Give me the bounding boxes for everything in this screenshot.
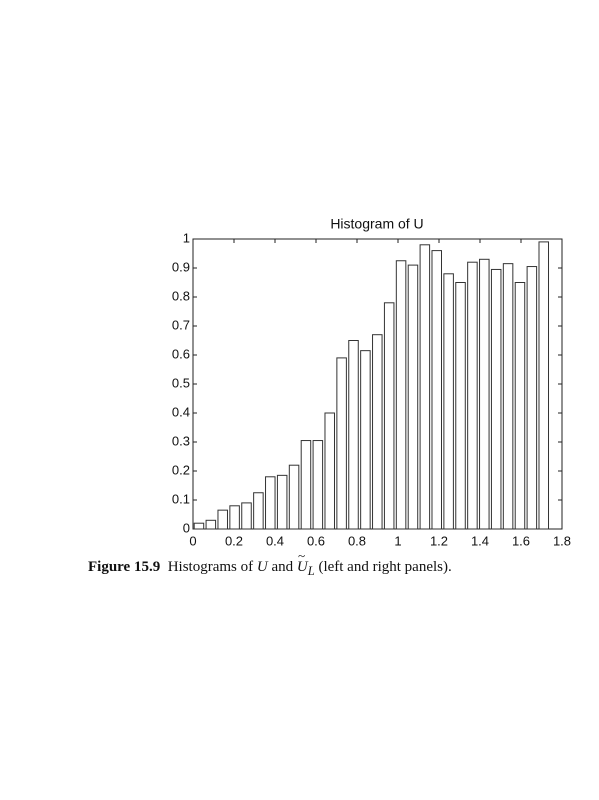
caption-symbol: U <box>297 548 308 576</box>
bar <box>276 474 288 530</box>
x-tick-label: 0.8 <box>348 533 366 548</box>
x-tick-label: 1.8 <box>553 533 571 548</box>
x-tick-label: 1.2 <box>430 533 448 548</box>
bar <box>229 505 240 530</box>
bar <box>300 440 312 530</box>
y-tick-label: 0.6 <box>172 346 190 361</box>
bar <box>324 412 335 530</box>
bar <box>502 263 514 530</box>
bar <box>253 492 264 530</box>
x-tick-label: 0.6 <box>307 533 325 548</box>
y-tick-label: 0.3 <box>172 433 190 448</box>
caption-symbol: U <box>256 559 268 575</box>
y-tick-label: 1 <box>183 230 190 245</box>
y-tick-label: 0.2 <box>172 462 190 477</box>
bar <box>526 266 538 530</box>
caption-text: and <box>271 559 294 575</box>
bar <box>193 522 205 530</box>
caption-text: Histograms of <box>167 559 254 575</box>
bar <box>383 302 395 530</box>
caption-label: Figure 15.9 <box>88 559 161 575</box>
bar <box>419 244 431 530</box>
caption-text: (left and right panels). <box>318 559 452 575</box>
y-tick-label: 0.4 <box>172 404 190 419</box>
x-tick-label: 1 <box>394 533 401 548</box>
y-tick-label: 0.9 <box>172 259 190 274</box>
bar <box>360 350 371 530</box>
bar <box>336 357 347 530</box>
caption: Figure 15.9 Histograms of U and UL (left… <box>88 548 452 579</box>
x-tick-label: 0.2 <box>225 533 243 548</box>
bar <box>467 261 478 530</box>
bar <box>490 268 502 530</box>
bar <box>217 509 228 530</box>
bar <box>395 260 407 530</box>
y-tick-label: 0.7 <box>172 317 190 332</box>
y-tick-label: 0.1 <box>172 491 190 506</box>
bar <box>514 282 526 530</box>
bar <box>312 440 324 530</box>
x-tick-label: 1.4 <box>471 533 489 548</box>
bar <box>431 250 443 530</box>
y-tick-label: 0 <box>183 520 190 535</box>
bar <box>265 476 276 530</box>
bar <box>538 241 550 530</box>
bar <box>407 264 419 530</box>
x-tick-label: 0.4 <box>266 533 284 548</box>
bar <box>479 258 490 530</box>
bar <box>443 273 454 530</box>
chart: Histogram of U 0 0.1 0.2 0.3 0.4 0.5 0.6 0.7 0.8… <box>172 216 571 549</box>
bar <box>205 519 217 530</box>
bar <box>348 340 359 530</box>
y-tick-label: 0.5 <box>172 375 190 390</box>
bar <box>372 334 383 530</box>
bar <box>455 282 466 530</box>
bar <box>288 464 300 530</box>
y-tick-label: 0.8 <box>172 288 190 303</box>
x-tick-label: 1.6 <box>512 533 530 548</box>
x-tick-label: 0 <box>189 533 196 548</box>
bar <box>241 502 252 530</box>
caption-subscript: L <box>307 564 315 578</box>
chart-title: Histogram of U <box>330 216 423 232</box>
